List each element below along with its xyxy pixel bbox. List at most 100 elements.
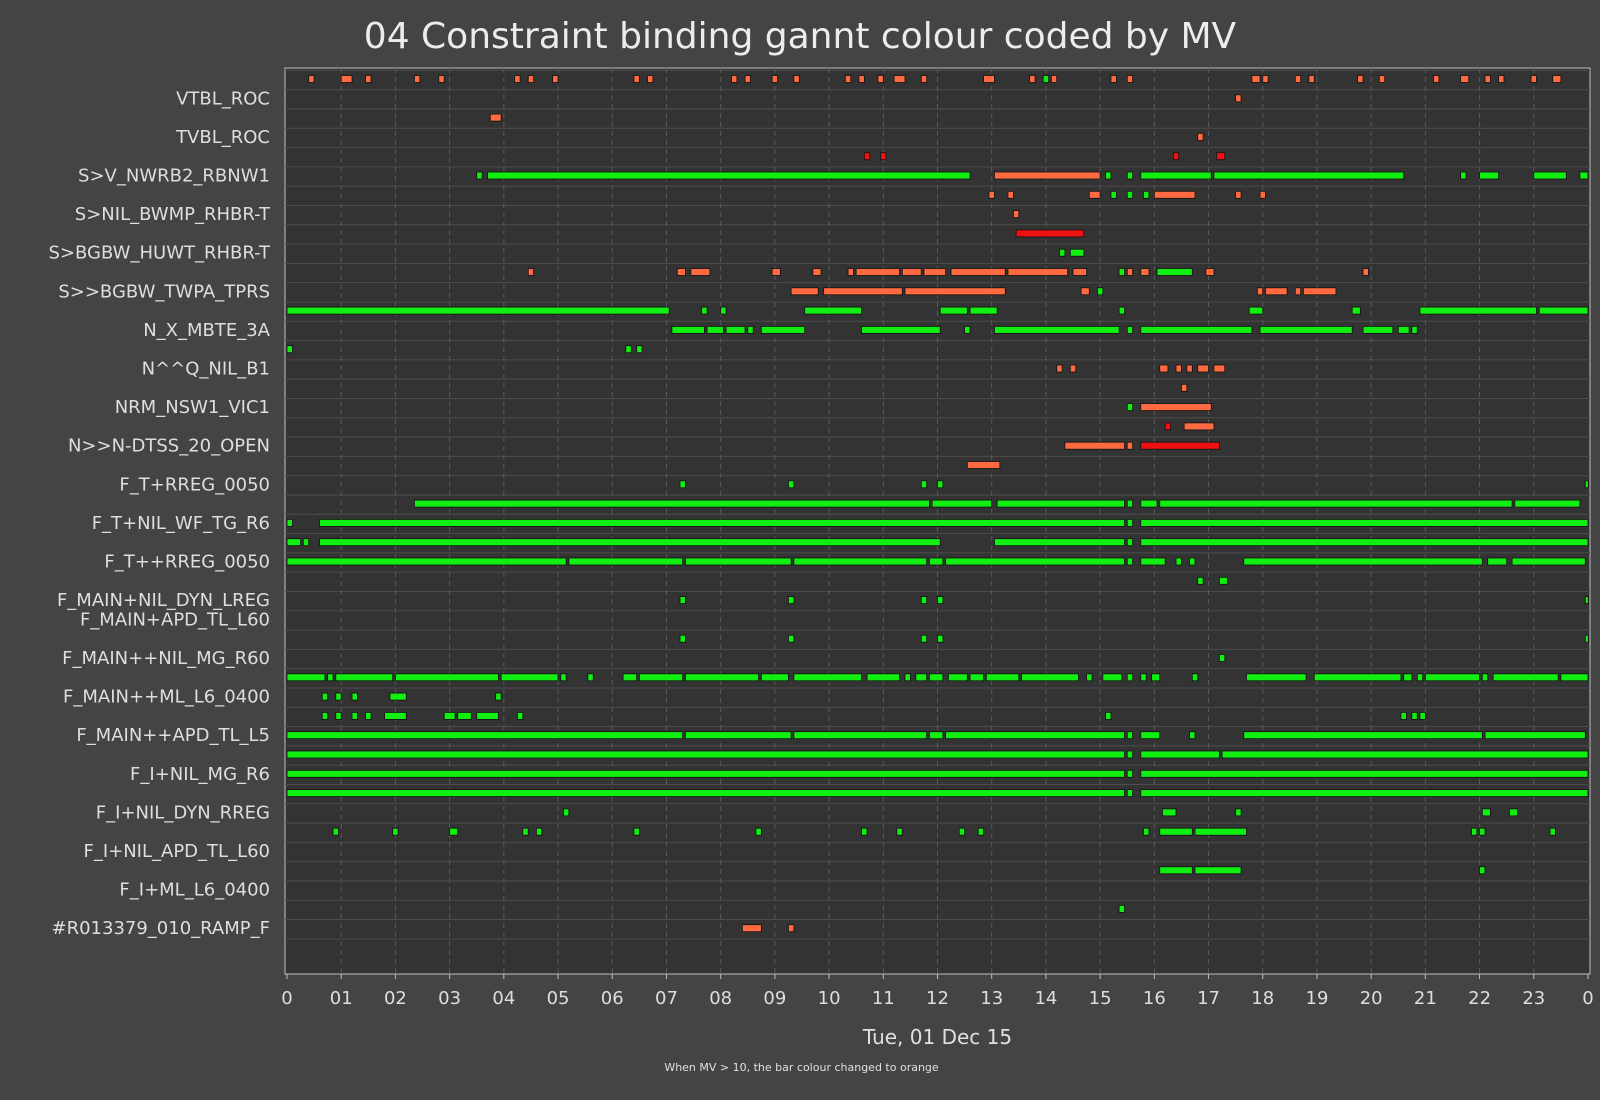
gantt-bar [1479,827,1486,836]
gantt-bar [302,538,310,547]
gantt-bar [1162,808,1177,817]
gantt-bar [744,75,751,83]
gantt-bar [988,190,995,199]
gantt-bar [321,712,329,720]
gantt-bar [771,268,781,276]
gantt-bar [937,634,944,643]
gantt-bar [904,287,1006,296]
x-tick-label: 03 [438,988,461,1009]
gantt-bar [1042,75,1050,83]
gantt-bar [1411,712,1418,720]
gantt-bar [1189,557,1196,566]
x-tick-label: 06 [601,988,624,1009]
gantt-bar [1126,75,1134,83]
bars-layer [286,75,1589,933]
gantt-bar [793,731,928,740]
gantt-bar [633,827,640,836]
gantt-bar [1126,441,1134,450]
gantt-bar [1140,403,1212,412]
x-tick-label: 13 [980,988,1003,1009]
gantt-bar [1015,229,1085,238]
gantt-bar [1248,306,1264,315]
y-axis-label: F_I+ML_L6_0400 [119,880,270,901]
gantt-bar [931,499,993,508]
gantt-bar [1080,287,1090,296]
gantt-bar [1419,306,1537,315]
gantt-bar [747,325,754,334]
gantt-bar [1140,325,1253,334]
gantt-bar [1156,268,1193,276]
gantt-bar [1235,190,1242,199]
gantt-bar [939,306,968,315]
x-tick-label: 08 [709,988,732,1009]
gantt-bar [866,673,900,682]
gantt-bar [1511,557,1586,566]
gantt-bar [1514,499,1581,508]
gantt-bar [1218,654,1226,662]
gantt-bar [896,827,903,836]
gantt-bar [335,712,342,720]
y-axis-label: F_MAIN+NIL_DYN_LREG [57,590,270,611]
gantt-bar [1256,287,1264,296]
gantt-bar [1140,557,1166,566]
gantt-bar [1362,268,1369,276]
gantt-bar [1498,75,1505,83]
gantt-bar [1183,422,1215,431]
gantt-bar [1118,268,1125,276]
gantt-bar [1533,171,1567,180]
gantt-bar [877,75,884,83]
gantt-bar [351,712,358,720]
gantt-bar [1175,557,1182,566]
y-axis-labels: VTBL_ROC TVBL_ROC S>V_NWRB2_RBNW1 S>NIL_BWM… [48,88,271,939]
gantt-bar [1484,731,1586,740]
x-tick-label: 21 [1414,988,1437,1009]
gantt-bar [1294,287,1302,296]
gantt-bar [676,268,686,276]
gantt-bar [1126,325,1134,334]
gantt-bar [994,538,1125,547]
gantt-bar [1140,441,1220,450]
gantt-bar [1189,731,1196,740]
gantt-bar [1213,364,1226,373]
gantt-bar [1140,171,1212,180]
x-tick-label: 05 [547,988,570,1009]
gantt-bar [384,712,407,720]
gantt-bar [1126,403,1134,412]
gantt-bar [1126,731,1134,740]
gantt-bar [1143,190,1150,199]
gantt-bar [863,152,871,161]
gantt-bar [1416,673,1424,682]
gantt-bar [1140,673,1147,682]
gantt-bar [443,712,456,720]
gantt-bar [812,268,822,276]
gantt-bar [1110,75,1117,83]
y-axis-label: N_X_MBTE_3A [143,320,270,341]
gantt-bar [1351,306,1361,315]
gantt-bar [1218,576,1228,585]
gantt-bar [527,75,535,83]
gantt-bar [522,827,529,836]
x-tick-label: 17 [1197,988,1220,1009]
gantt-bar [413,75,421,83]
gantt-bar [1126,769,1134,778]
gantt-bar [901,268,922,276]
gantt-bar [928,673,944,682]
gantt-bar [920,480,928,489]
gantt-bar [449,827,459,836]
x-tick-label: 15 [1089,988,1112,1009]
gantt-bar [994,325,1120,334]
gantt-bar [1029,75,1036,83]
gantt-bar [1479,866,1486,875]
gantt-bar [1584,634,1589,643]
gantt-bar [321,692,329,701]
gantt-bar [1050,75,1058,83]
gantt-bar [1097,287,1104,296]
y-axis-label: NRM_NSW1_VIC1 [115,397,270,418]
gantt-bar [1492,673,1559,682]
gantt-bar [1126,268,1134,276]
gantt-bar [1560,673,1589,682]
gantt-bar [535,827,543,836]
y-axis-label: F_I+NIL_DYN_RREG [96,802,270,823]
gantt-bar [755,827,762,836]
gantt-bar [1191,673,1199,682]
